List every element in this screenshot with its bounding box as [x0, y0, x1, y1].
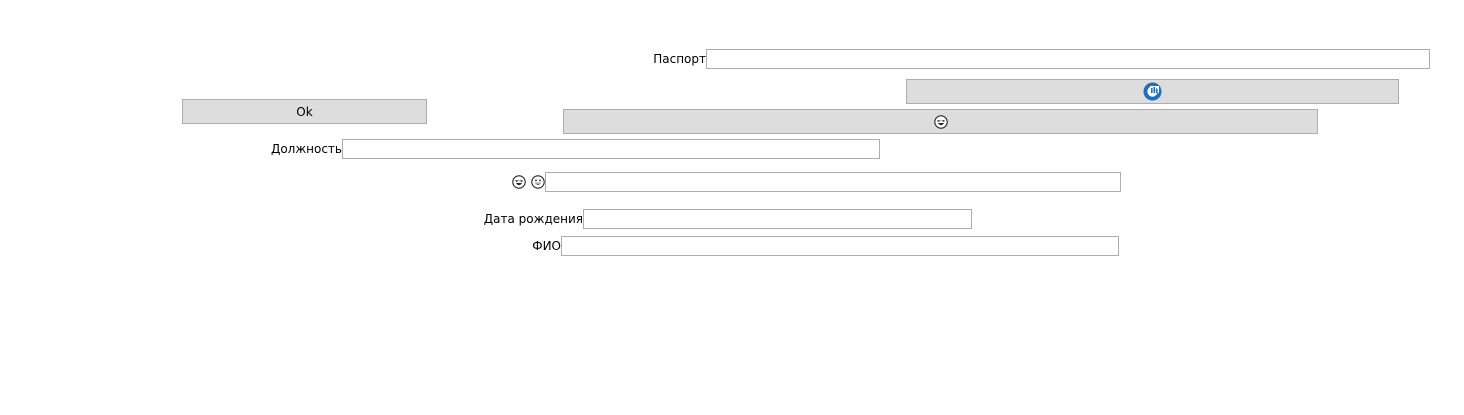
- birth-date-label: Дата рождения: [483, 212, 583, 226]
- full-name-input[interactable]: [561, 236, 1119, 256]
- refresh-button[interactable]: [906, 79, 1399, 104]
- passport-label: Паспорт: [653, 52, 706, 66]
- grinning-emoji-icon: [531, 175, 545, 189]
- ok-button-label: Ok: [296, 104, 313, 119]
- laughing-emoji-icon: [933, 114, 948, 129]
- position-label: Должность: [270, 142, 342, 156]
- birth-date-input[interactable]: [583, 209, 972, 229]
- emoji-field-input[interactable]: [545, 172, 1121, 192]
- full-name-label: ФИО: [532, 239, 561, 253]
- emoji-button[interactable]: [563, 109, 1318, 134]
- ok-button[interactable]: Ok: [182, 99, 427, 124]
- passport-input[interactable]: [706, 49, 1430, 69]
- emoji-field-label: [480, 172, 545, 192]
- refresh-logo-icon: [1142, 81, 1163, 102]
- laughing-emoji-icon: [512, 175, 526, 189]
- position-input[interactable]: [342, 139, 880, 159]
